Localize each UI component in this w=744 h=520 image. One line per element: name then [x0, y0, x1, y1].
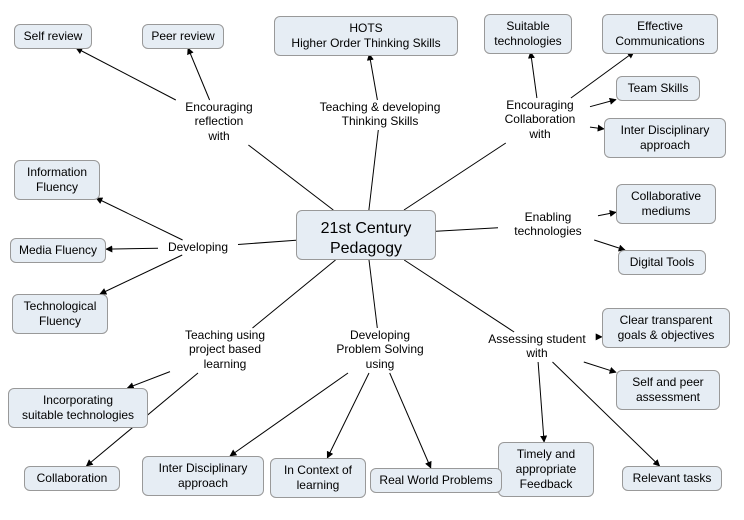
leaf-label: Incorporating suitable technologies — [22, 393, 134, 422]
edge-reflection-self-review — [76, 48, 176, 100]
leaf-hots: HOTS Higher Order Thinking Skills — [274, 16, 458, 56]
leaf-clear-goals: Clear transparent goals & objectives — [602, 308, 730, 348]
branch-label-collab: Encouraging Collaboration with — [490, 98, 590, 141]
leaf-media-fluency: Media Fluency — [10, 238, 106, 263]
center-node-label: 21st Century Pedagogy — [321, 220, 412, 257]
leaf-tech-fluency: Technological Fluency — [12, 294, 108, 334]
branch-label-enabling: Enabling technologies — [498, 210, 598, 239]
leaf-label: Relevant tasks — [633, 471, 712, 485]
leaf-digital-tools: Digital Tools — [618, 250, 706, 275]
branch-label-project: Teaching using project based learning — [170, 328, 280, 371]
leaf-label: Media Fluency — [19, 243, 97, 257]
leaf-label: Real World Problems — [379, 473, 492, 487]
leaf-label: In Context of learning — [284, 463, 352, 492]
leaf-label: Information Fluency — [27, 165, 87, 194]
edge-developing-tech-fluency — [100, 255, 182, 294]
leaf-label: Technological Fluency — [24, 299, 97, 328]
leaf-real-world: Real World Problems — [370, 468, 502, 493]
leaf-context-learning: In Context of learning — [270, 458, 366, 498]
leaf-label: Self and peer assessment — [632, 375, 703, 404]
edge-enabling-collab-mediums — [598, 212, 616, 215]
edge-center-reflection — [248, 145, 333, 210]
leaf-inter-disc-1: Inter Disciplinary approach — [604, 118, 726, 158]
edge-developing-media-fluency — [106, 248, 158, 249]
leaf-info-fluency: Information Fluency — [14, 160, 100, 200]
center-node: 21st Century Pedagogy — [296, 210, 436, 260]
leaf-label: Effective Communications — [615, 19, 704, 48]
leaf-label: Team Skills — [628, 81, 689, 95]
edge-assess-timely-feedback — [538, 362, 544, 442]
edge-reflection-peer-review — [188, 48, 210, 100]
edge-problem-real-world — [390, 373, 431, 468]
leaf-self-peer-assess: Self and peer assessment — [616, 370, 720, 410]
leaf-label: Suitable technologies — [494, 19, 561, 48]
branch-label-problem: Developing Problem Solving using — [320, 328, 440, 371]
leaf-label: HOTS Higher Order Thinking Skills — [291, 21, 440, 50]
edge-problem-context-learning — [327, 373, 369, 458]
leaf-label: Clear transparent goals & objectives — [618, 313, 715, 342]
edge-collab-team-skills — [590, 100, 616, 107]
leaf-peer-review: Peer review — [142, 24, 224, 49]
edge-assess-self-peer-assess — [584, 362, 616, 372]
leaf-self-review: Self review — [14, 24, 92, 49]
edge-center-problem — [369, 260, 377, 328]
edge-center-developing — [238, 240, 296, 244]
leaf-label: Inter Disciplinary approach — [621, 123, 710, 152]
edge-center-project — [253, 260, 336, 328]
edge-center-thinking — [369, 130, 378, 210]
edge-project-incorp-tech — [127, 372, 170, 388]
edge-center-enabling — [436, 228, 498, 232]
edge-thinking-hots — [369, 54, 377, 100]
leaf-label: Inter Disciplinary approach — [159, 461, 248, 490]
edge-collab-inter-disc-1 — [590, 127, 604, 129]
leaf-label: Timely and appropriate Feedback — [516, 447, 577, 491]
leaf-team-skills: Team Skills — [616, 76, 700, 101]
leaf-label: Collaboration — [37, 471, 108, 485]
edge-collab-suitable-tech — [531, 52, 537, 98]
edge-problem-inter-disc-2 — [230, 373, 348, 456]
mindmap-stage: 21st Century Pedagogy Self review Peer rev… — [0, 0, 744, 520]
leaf-relevant-tasks: Relevant tasks — [622, 466, 722, 491]
leaf-collab-mediums: Collaborative mediums — [616, 184, 716, 224]
edge-center-assess — [404, 260, 514, 332]
leaf-label: Peer review — [151, 29, 214, 43]
branch-label-reflection: Encouraging reflection with — [174, 100, 264, 143]
leaf-incorp-tech: Incorporating suitable technologies — [8, 388, 148, 428]
edge-enabling-digital-tools — [594, 240, 625, 250]
leaf-inter-disc-2: Inter Disciplinary approach — [142, 456, 264, 496]
branch-label-thinking: Teaching & developing Thinking Skills — [300, 100, 460, 129]
leaf-label: Collaborative mediums — [631, 189, 701, 218]
leaf-effective-comm: Effective Communications — [602, 14, 718, 54]
branch-label-assess: Assessing student with — [472, 332, 602, 361]
branch-label-developing: Developing — [158, 240, 238, 254]
leaf-label: Digital Tools — [630, 255, 694, 269]
leaf-suitable-tech: Suitable technologies — [484, 14, 572, 54]
edge-developing-info-fluency — [96, 198, 183, 240]
leaf-label: Self review — [24, 29, 83, 43]
leaf-collaboration: Collaboration — [24, 466, 120, 491]
edge-center-collab — [404, 143, 506, 210]
leaf-timely-feedback: Timely and appropriate Feedback — [498, 442, 594, 497]
